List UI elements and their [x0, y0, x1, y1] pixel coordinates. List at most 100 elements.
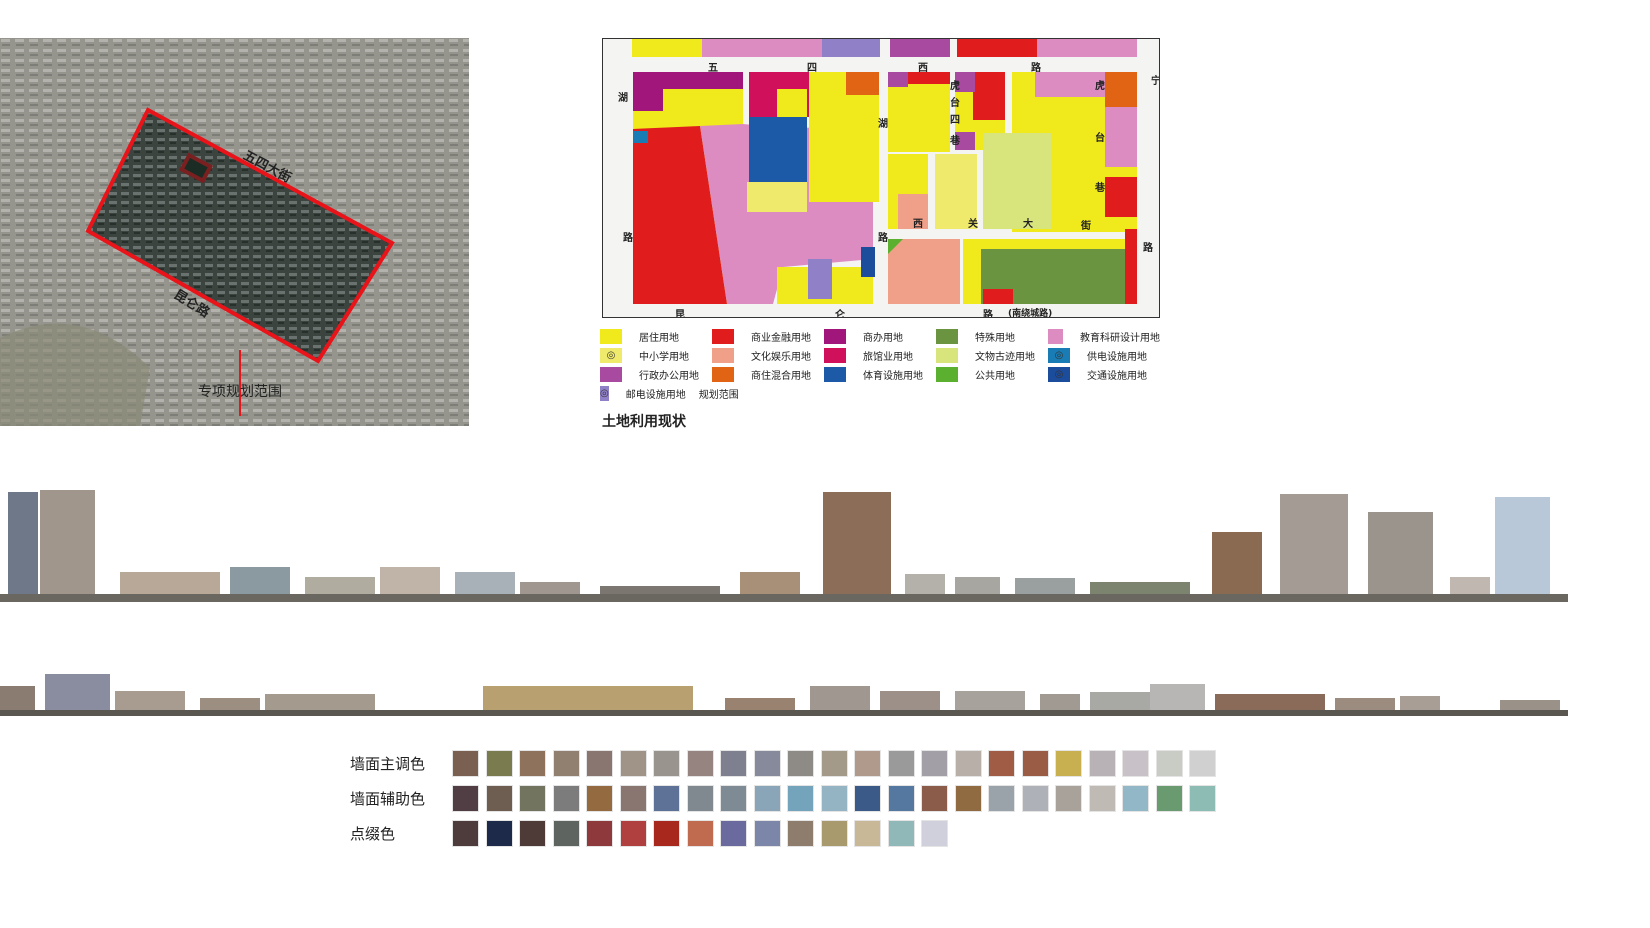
legend-item: 文化娱乐用地 [712, 347, 824, 363]
legend-swatch [824, 328, 846, 344]
school-icon: ◎ [600, 347, 622, 363]
color-swatch [753, 785, 781, 812]
color-swatch [686, 750, 714, 777]
color-swatch [820, 820, 848, 847]
legend-item: ◎ 供电设施用地 [1048, 347, 1160, 363]
color-swatch [787, 750, 814, 777]
building [0, 710, 1568, 716]
road-char: 湖 [878, 119, 888, 130]
building [0, 594, 1568, 602]
color-swatch [854, 750, 881, 777]
road-char: 西 [918, 63, 928, 74]
building [1368, 512, 1433, 602]
color-swatch [787, 820, 814, 847]
landuse-map: 五 四 西 路 湖 路 湖 路 虎 台 四 巷 西 关 大 街 虎 台 巷 宁 … [602, 38, 1160, 318]
color-swatch [720, 785, 747, 812]
satellite-image: 五四大街 昆仑路 专项规划范围 [0, 38, 469, 426]
color-swatch [519, 785, 546, 812]
legend-swatch [936, 347, 958, 363]
color-swatch [485, 750, 513, 777]
road-char: 街 [1081, 221, 1091, 232]
legend-swatch [824, 366, 846, 382]
legend-label: 供电设施用地 [1087, 351, 1147, 363]
road-char: 四 [807, 63, 817, 74]
color-swatch [1021, 785, 1049, 812]
legend-item: ◎ 交通设施用地 [1048, 366, 1160, 382]
road-char: 路 [1031, 63, 1041, 74]
building [40, 490, 95, 602]
legend-item: 文物古迹用地 [936, 347, 1048, 363]
color-swatch [787, 785, 814, 812]
road-char: 路 [983, 310, 993, 318]
color-swatch [586, 785, 613, 812]
color-swatch [921, 820, 948, 847]
palette-row: 墙面主调色 [350, 746, 1223, 781]
satellite-photo [0, 38, 469, 426]
legend-label: 交通设施用地 [1087, 370, 1147, 382]
road-char: 关 [968, 219, 978, 230]
legend-swatch [600, 366, 622, 382]
legend-label: 行政办公用地 [639, 370, 699, 382]
building [1280, 494, 1348, 602]
color-swatch [653, 785, 680, 812]
color-swatch [1189, 785, 1216, 812]
legend-label: 旅馆业用地 [863, 351, 913, 363]
legend-label: 商办用地 [863, 332, 903, 344]
road-char: 湖 [618, 93, 628, 104]
color-swatch [854, 820, 881, 847]
street-facade-photo [0, 490, 1568, 602]
road-char: 五 [708, 63, 718, 74]
color-swatch [1055, 785, 1082, 812]
planning-boundary [85, 107, 395, 364]
legend-label: 商住混合用地 [751, 370, 811, 382]
color-swatch [921, 785, 948, 812]
color-swatch [452, 785, 479, 812]
legend-label: 公共用地 [975, 370, 1015, 382]
color-palette: 墙面主调色 墙面辅助色 点缀色 [350, 746, 1223, 851]
color-swatch [854, 785, 881, 812]
palette-row-label: 墙面辅助色 [350, 790, 426, 808]
color-swatch [1122, 750, 1149, 777]
legend-label: 中小学用地 [639, 351, 689, 363]
color-swatch [1122, 785, 1149, 812]
road-char: 台 [1095, 133, 1105, 144]
color-swatch [485, 820, 513, 847]
post-icon: ◎ [600, 385, 609, 401]
color-swatch [619, 820, 647, 847]
color-swatch [820, 750, 848, 777]
color-swatch [686, 785, 714, 812]
road-char: (南绕城路) [1008, 309, 1053, 318]
road-char: 巷 [1095, 183, 1105, 194]
legend-label: 规划范围 [698, 389, 739, 401]
legend-swatch [712, 347, 734, 363]
legend-label: 文化娱乐用地 [751, 351, 811, 363]
legend-item: ◎ 中小学用地 [600, 347, 712, 363]
palette-row-label: 墙面主调色 [350, 755, 426, 773]
color-swatch [552, 750, 580, 777]
building [1495, 497, 1550, 602]
legend-swatch [936, 366, 958, 382]
legend-swatch [824, 347, 846, 363]
color-swatch [988, 750, 1015, 777]
legend-swatch [936, 328, 958, 344]
legend-label: 商业金融用地 [751, 332, 811, 344]
landuse-parcels [632, 39, 1137, 304]
color-swatch [485, 785, 513, 812]
color-swatch [653, 750, 680, 777]
color-swatch [452, 750, 479, 777]
color-swatch [653, 820, 680, 847]
building [823, 492, 891, 602]
color-swatch [887, 820, 915, 847]
legend-item: 旅馆业用地 [824, 347, 936, 363]
legend-item: 商办用地 [824, 328, 936, 344]
transport-icon: ◎ [1048, 366, 1070, 382]
color-swatch [686, 820, 714, 847]
color-swatch [552, 785, 580, 812]
color-swatch [519, 750, 546, 777]
color-swatch [988, 785, 1015, 812]
boundary-label: 专项规划范围 [198, 384, 282, 400]
legend-swatch [1048, 328, 1063, 344]
color-swatch [1189, 750, 1216, 777]
road-char: 巷 [950, 136, 960, 147]
legend-item: 行政办公用地 [600, 366, 712, 382]
